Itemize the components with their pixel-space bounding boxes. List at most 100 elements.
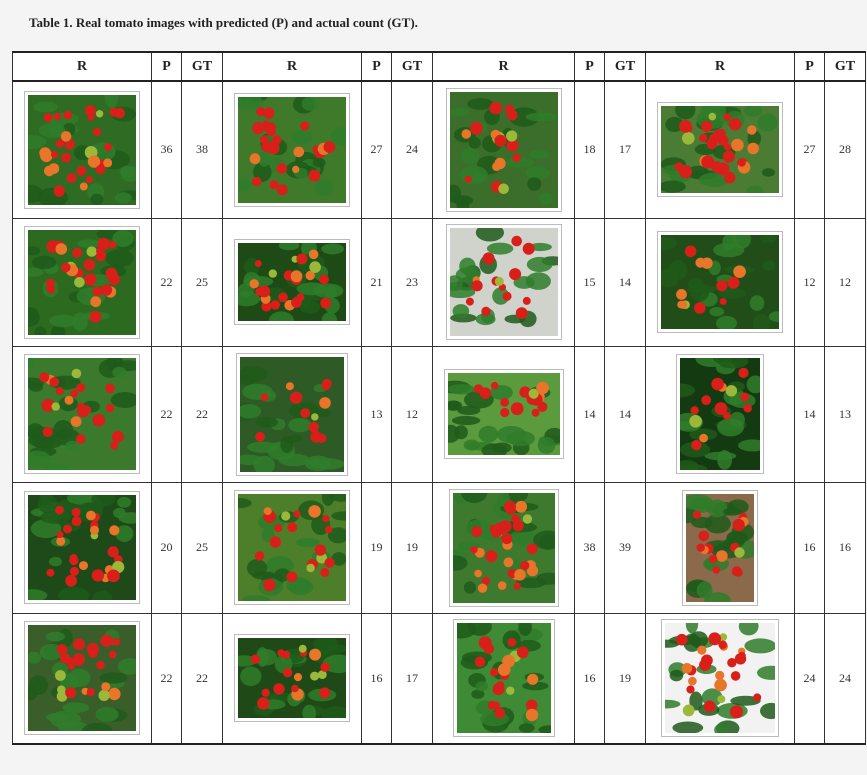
image-cell [222, 481, 362, 614]
predicted-count: 16 [574, 612, 605, 745]
image-cell [222, 612, 362, 745]
actual-count: 17 [391, 612, 433, 745]
actual-count: 22 [181, 612, 223, 745]
table-row: 22 22 16 17 16 19 24 24 [12, 612, 866, 745]
predicted-count: 36 [151, 80, 182, 219]
small-yellow-pot-tomato-photo [682, 489, 758, 606]
tomato-closeup-photo [234, 634, 350, 723]
table-row: 20 25 19 19 38 39 16 16 [12, 481, 866, 614]
hanging-tomato-photo [676, 354, 764, 474]
tomato-count-table: R P GT R P GT R P GT R P GT 36 38 27 24 18 17… [12, 51, 866, 745]
predicted-count: 24 [794, 612, 825, 745]
header-gt: GT [604, 51, 646, 82]
header-r: R [432, 51, 575, 82]
table-row: 36 38 27 24 18 17 27 28 [12, 80, 866, 219]
actual-count: 12 [391, 345, 433, 483]
dark-potted-tomato-photo [445, 224, 562, 340]
predicted-count: 18 [574, 80, 605, 219]
green-pot-tomato-photo [661, 619, 779, 738]
predicted-count: 19 [361, 481, 392, 614]
header-gt: GT [181, 51, 223, 82]
image-cell [222, 80, 362, 219]
actual-count: 13 [824, 345, 866, 483]
image-cell [222, 345, 362, 483]
predicted-count: 27 [794, 80, 825, 219]
predicted-count: 12 [794, 217, 825, 347]
image-cell [432, 612, 575, 745]
header-p: P [151, 51, 182, 82]
predicted-count: 20 [151, 481, 182, 614]
tomato-cluster-photo [234, 239, 350, 325]
staked-tomato-photo [236, 352, 348, 476]
actual-count: 14 [604, 217, 646, 347]
image-cell [645, 612, 795, 745]
image-cell [645, 345, 795, 483]
tomato-bush-photo [24, 225, 140, 339]
predicted-count: 14 [574, 345, 605, 483]
actual-count: 19 [391, 481, 433, 614]
large-pot-tomato-photo [448, 488, 559, 607]
predicted-count: 22 [151, 217, 182, 347]
image-cell [12, 481, 152, 614]
image-cell [12, 345, 152, 483]
actual-count: 38 [181, 80, 223, 219]
predicted-count: 27 [361, 80, 392, 219]
actual-count: 24 [391, 80, 433, 219]
image-cell [432, 481, 575, 614]
predicted-count: 21 [361, 217, 392, 347]
actual-count: 25 [181, 217, 223, 347]
tomato-vine-photo [657, 102, 783, 198]
image-cell [12, 80, 152, 219]
header-row: R P GT R P GT R P GT R P GT [12, 51, 866, 82]
image-cell [222, 217, 362, 347]
tomato-truss-photo [24, 354, 140, 474]
orange-cherry-tomato-photo [234, 490, 350, 605]
actual-count: 25 [181, 481, 223, 614]
predicted-count: 13 [361, 345, 392, 483]
actual-count: 14 [604, 345, 646, 483]
table-row: 22 22 13 12 14 14 14 13 [12, 345, 866, 483]
image-cell [432, 80, 575, 219]
image-cell [432, 345, 575, 483]
header-p: P [361, 51, 392, 82]
tomato-strings-photo [24, 491, 140, 604]
barrel-pot-tomato-photo [452, 619, 555, 738]
yellow-pot-tomato-plant-photo [445, 87, 562, 212]
predicted-count: 15 [574, 217, 605, 347]
image-cell [12, 612, 152, 745]
header-p: P [794, 51, 825, 82]
image-cell [12, 217, 152, 347]
predicted-count: 16 [794, 481, 825, 614]
predicted-count: 22 [151, 612, 182, 745]
image-cell [645, 217, 795, 347]
actual-count: 19 [604, 612, 646, 745]
cherry-tomato-truss-photo [24, 90, 140, 209]
table-row: 22 25 21 23 15 14 12 12 [12, 217, 866, 347]
actual-count: 17 [604, 80, 646, 219]
predicted-count: 16 [361, 612, 392, 745]
header-gt: GT [391, 51, 433, 82]
tomato-foliage-photo [657, 231, 783, 333]
image-cell [645, 80, 795, 219]
actual-count: 12 [824, 217, 866, 347]
predicted-count: 38 [574, 481, 605, 614]
actual-count: 28 [824, 80, 866, 219]
header-p: P [574, 51, 605, 82]
predicted-count: 22 [151, 345, 182, 483]
ripening-tomato-truss-photo [24, 621, 140, 736]
actual-count: 24 [824, 612, 866, 745]
actual-count: 23 [391, 217, 433, 347]
image-cell [645, 481, 795, 614]
actual-count: 16 [824, 481, 866, 614]
potted-tomato-plant-photo [234, 92, 350, 207]
orange-tomato-leaves-photo [443, 369, 564, 459]
header-r: R [645, 51, 795, 82]
image-cell [432, 217, 575, 347]
actual-count: 39 [604, 481, 646, 614]
header-r: R [222, 51, 362, 82]
header-r: R [12, 51, 152, 82]
header-gt: GT [824, 51, 866, 82]
predicted-count: 14 [794, 345, 825, 483]
table-caption: Table 1. Real tomato images with predict… [29, 15, 418, 30]
actual-count: 22 [181, 345, 223, 483]
